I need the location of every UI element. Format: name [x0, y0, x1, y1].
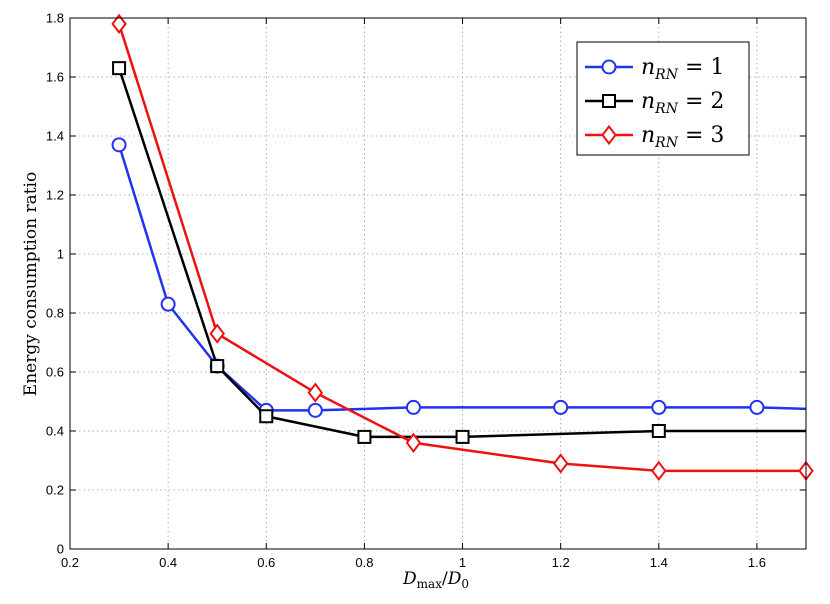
series-1-point [749, 399, 765, 415]
x-tick-label: 1.6 [748, 555, 766, 570]
legend-marker [601, 59, 617, 75]
y-tick-label: 0 [57, 542, 64, 557]
x-tick-label: 0.2 [61, 555, 79, 570]
series-1-point [160, 296, 176, 312]
y-tick-label: 1 [57, 247, 64, 262]
series-2-point [651, 424, 666, 438]
series-2-point [455, 429, 470, 444]
series-3-point [651, 460, 667, 481]
ticks: 0.2 0.4 0.6 0.8 1 1.2 1.4 1.600.20.40.60.811.21… [46, 11, 806, 570]
series-3-point [405, 432, 422, 453]
series-group [111, 13, 814, 481]
x-axis-label-slash: / [442, 569, 448, 589]
series-2-point [112, 61, 127, 76]
legend-label-var: n [641, 55, 655, 80]
legend-marker [602, 94, 616, 108]
x-axis-label: Dmax/D0 [402, 569, 469, 591]
series-2 [112, 61, 806, 444]
y-tick-label: 0.6 [46, 365, 64, 380]
x-tick-label: 1.4 [650, 555, 668, 570]
series-2-point [357, 429, 372, 444]
plot-frame [69, 17, 807, 550]
x-tick-label: 1.2 [552, 555, 570, 570]
y-tick-label: 0.2 [46, 483, 64, 498]
legend-label: nRN = 2 [641, 89, 724, 117]
series-1-line [117, 144, 807, 412]
series-3-point [552, 453, 569, 474]
x-tick-label: 0.8 [355, 555, 373, 570]
y-tick-label: 1.6 [46, 70, 64, 85]
x-axis-label-main: D [402, 569, 417, 589]
legend-label: nRN = 1 [641, 55, 724, 83]
series-3 [111, 13, 814, 481]
x-tick-label: 1 [459, 555, 466, 570]
x-axis-label-main2: D [447, 569, 462, 589]
series-3-point [307, 382, 324, 403]
y-tick-label: 1.8 [46, 11, 64, 26]
legend-label-var: n [641, 123, 655, 148]
legend-entry-1: nRN = 1 [585, 55, 724, 83]
y-tick-label: 0.4 [46, 424, 64, 439]
legend-entry-2: nRN = 2 [585, 89, 724, 117]
series-1-point [111, 137, 127, 153]
series-2-point [259, 409, 274, 424]
series-1-point [553, 399, 569, 415]
series-1-point [307, 402, 323, 418]
x-tick-label: 0.6 [257, 555, 275, 570]
legend-label-sub: RN [654, 67, 679, 83]
legend-label-sub: RN [654, 135, 679, 151]
series-3-point [209, 323, 225, 344]
x-tick-label: 0.4 [159, 555, 177, 570]
y-axis-label: Energy consumption ratio [21, 172, 41, 396]
legend-label-var: n [641, 89, 655, 114]
legend-label-sub: RN [654, 101, 679, 117]
legend-label: nRN = 3 [641, 123, 724, 151]
legend-label-value: = 2 [678, 89, 724, 114]
y-tick-label: 0.8 [46, 306, 64, 321]
legend-entry-3: nRN = 3 [585, 123, 724, 151]
series-1-point [651, 399, 667, 415]
x-axis-label-sub2: 0 [461, 577, 469, 591]
legend-marker [601, 124, 617, 146]
series-3-point [111, 13, 127, 35]
legend-label-value: = 1 [678, 55, 724, 80]
series-2-point [210, 359, 225, 374]
y-tick-label: 1.2 [46, 188, 64, 203]
legend-label-value: = 3 [678, 123, 724, 148]
series-1-point [405, 399, 421, 415]
y-tick-label: 1.4 [46, 129, 64, 144]
x-axis-label-sub1: max [417, 577, 443, 591]
